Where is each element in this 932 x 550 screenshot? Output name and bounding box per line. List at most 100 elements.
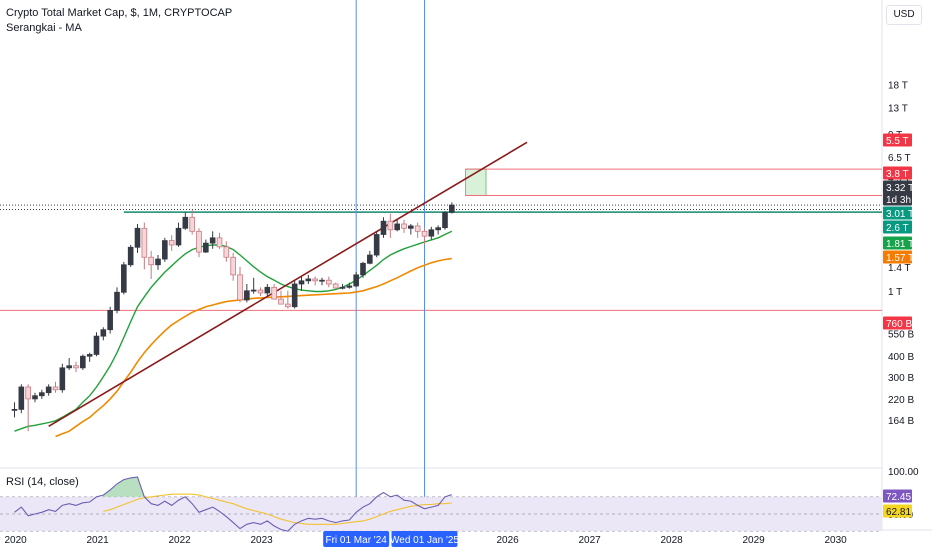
tag-background	[883, 504, 912, 518]
tag-background	[883, 236, 912, 250]
candle	[360, 261, 366, 278]
candle-body	[373, 234, 380, 256]
candle	[353, 272, 359, 288]
candle-body	[394, 223, 400, 231]
rsi-pane	[0, 476, 882, 532]
time-axis[interactable]: 2020 2021 2022 2023 2026 2027 2028 2029 2030 Fri …	[5, 531, 848, 547]
candle-body	[168, 240, 175, 246]
candle-body	[271, 286, 277, 300]
time-axis-label: 2030	[825, 535, 848, 546]
candle	[367, 250, 373, 265]
candle-body	[93, 335, 100, 355]
price-tag: 2.6 T	[883, 220, 912, 234]
price-axis-label: 18 T	[888, 80, 908, 91]
price-axis-label: 220 B	[888, 395, 914, 406]
candle	[86, 352, 93, 362]
price-tag: 3.32 T	[883, 180, 914, 194]
price-tags: 5.5 T 3.8 T 3.32 T1d 3h 3.01 T 2.6 T 1.81 T 1.…	[883, 133, 914, 518]
tag-label: 1.57 T	[886, 253, 914, 264]
price-axis-label: 1 T	[888, 287, 902, 298]
candle-body	[414, 225, 421, 232]
time-highlight: Fri 01 Mar '24	[323, 531, 390, 547]
candle-body	[39, 392, 45, 397]
candle-body	[244, 290, 250, 301]
candle	[80, 354, 86, 370]
currency-button[interactable]: USD	[886, 5, 922, 25]
time-axis-label: 2028	[661, 535, 684, 546]
price-axis-label: 13 T	[888, 104, 908, 115]
price-tag: 5.5 T	[883, 133, 912, 147]
candle-body	[66, 365, 72, 369]
candle	[428, 226, 435, 240]
price-axis-label: 400 B	[888, 352, 914, 363]
candle	[435, 225, 441, 235]
candle-body	[11, 408, 18, 411]
candle	[442, 211, 448, 230]
candle-body	[80, 355, 86, 369]
candle	[134, 223, 141, 253]
rsi-overbought-fill	[103, 477, 145, 497]
candle	[237, 266, 243, 303]
trendline	[48, 141, 528, 427]
tag-background	[883, 489, 912, 503]
candle-body	[134, 227, 141, 248]
candle	[32, 392, 38, 403]
tag-background	[883, 316, 912, 330]
candle-body	[121, 264, 127, 293]
candle-body	[18, 386, 25, 410]
highlight-label: Fri 01 Mar '24	[325, 535, 387, 546]
candle	[257, 287, 264, 296]
candle	[66, 358, 72, 370]
candle	[168, 235, 175, 251]
candle	[394, 219, 400, 232]
candle-body	[435, 227, 441, 231]
highlight-background	[391, 531, 458, 547]
candle	[141, 222, 148, 270]
candle	[100, 327, 107, 341]
candle-body	[182, 216, 189, 229]
candle	[216, 232, 223, 249]
candle	[414, 222, 421, 238]
candle	[346, 282, 353, 289]
time-axis-label: 2022	[169, 535, 192, 546]
candle	[114, 287, 120, 314]
rsi-label[interactable]: RSI (14, close)	[6, 476, 79, 488]
candle	[52, 381, 59, 393]
candle-body	[52, 386, 59, 391]
price-tag: 1.81 T	[883, 236, 914, 250]
indicator-label[interactable]: Serangkai - MA	[6, 22, 82, 34]
candle-body	[250, 289, 257, 292]
candle	[264, 283, 271, 296]
candle	[339, 283, 346, 290]
candle	[332, 282, 339, 289]
candle	[11, 402, 18, 418]
tag-background	[883, 133, 912, 147]
candle-body	[223, 246, 230, 258]
candle	[449, 202, 455, 214]
candle-body	[305, 278, 312, 282]
candle-body	[332, 283, 339, 289]
candle-body	[100, 329, 107, 337]
price-tag: 3.01 T	[883, 206, 914, 220]
ma-orange-line	[55, 257, 452, 438]
trendline-layer	[48, 141, 528, 427]
highlight-background	[323, 531, 390, 547]
candle	[203, 239, 209, 253]
candle-body	[312, 278, 318, 282]
time-axis-label: 2020	[5, 535, 28, 546]
tag-background	[883, 180, 912, 194]
tag-label: 1.81 T	[886, 239, 914, 250]
candle-body	[162, 240, 168, 260]
candle	[312, 276, 318, 286]
candle	[148, 250, 154, 279]
candle-body	[216, 237, 223, 248]
candle-body	[209, 237, 216, 244]
candle-body	[401, 223, 407, 229]
time-axis-label: 2021	[87, 535, 110, 546]
candle-body	[237, 274, 243, 301]
candle-body	[32, 395, 38, 400]
candle	[244, 283, 250, 303]
candle-body	[380, 220, 387, 235]
